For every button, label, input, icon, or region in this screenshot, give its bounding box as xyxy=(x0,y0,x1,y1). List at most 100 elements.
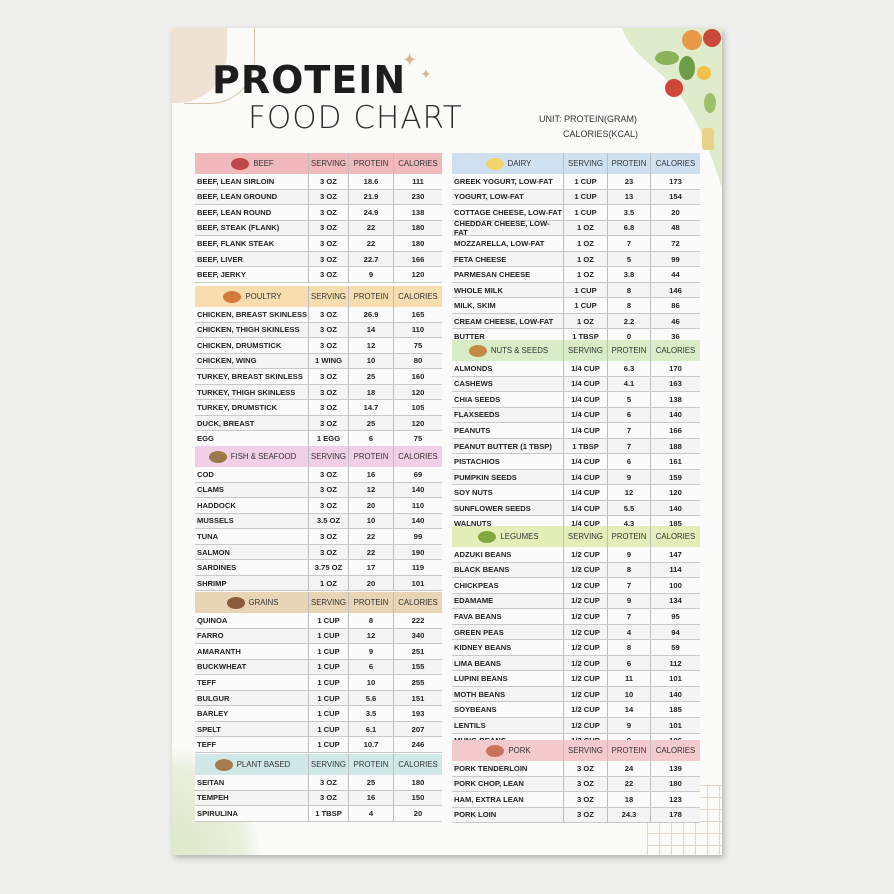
protein-cell: 22.7 xyxy=(348,251,393,267)
column-header-calories: CALORIES xyxy=(393,446,442,467)
food-name: QUINOA xyxy=(197,615,228,625)
food-name: CHICKEN, WING xyxy=(197,356,257,366)
table-row: PEANUT BUTTER (1 TBSP) 1 TBSP 7 188 xyxy=(452,438,700,455)
table-row: YOGURT, LOW-FAT 1 CUP 13 154 xyxy=(452,189,700,206)
calories-cell: 163 xyxy=(650,376,700,392)
calories-cell: 151 xyxy=(393,690,442,706)
table-header: LEGUMES SERVING PROTEIN CALORIES xyxy=(452,526,700,547)
calories-cell: 80 xyxy=(393,353,442,369)
calories-cell: 95 xyxy=(650,609,700,624)
food-name: FETA CHEESE xyxy=(454,254,507,264)
food-name: SPIRULINA xyxy=(197,808,238,818)
calories-cell: 86 xyxy=(650,298,700,313)
table-row: CHICKPEAS 1/2 CUP 7 100 xyxy=(452,578,700,594)
protein-cell: 6.1 xyxy=(348,721,393,737)
table-row: BEEF, JERKY 3 OZ 9 120 xyxy=(195,267,442,283)
section-name: BEEF xyxy=(253,159,274,168)
table-header: BEEF SERVING PROTEIN CALORIES xyxy=(195,153,442,174)
calories-cell: 173 xyxy=(650,174,700,189)
protein-cell: 5.5 xyxy=(607,500,650,516)
protein-cell: 24.9 xyxy=(348,205,393,220)
serving-cell: 1/2 CUP xyxy=(563,686,607,702)
protein-cell: 17 xyxy=(348,560,393,575)
calories-cell: 140 xyxy=(393,513,442,529)
column-header-protein: PROTEIN xyxy=(348,592,393,613)
calories-cell: 123 xyxy=(650,792,700,807)
table-row: FAVA BEANS 1/2 CUP 7 95 xyxy=(452,609,700,625)
protein-cell: 5 xyxy=(607,392,650,407)
serving-cell: 3.5 OZ xyxy=(308,513,348,529)
protein-cell: 11 xyxy=(607,671,650,686)
food-name: BEEF, FLANK STEAK xyxy=(197,238,275,248)
calories-cell: 94 xyxy=(650,624,700,640)
serving-cell: 3 OZ xyxy=(308,236,348,251)
protein-cell: 13 xyxy=(607,189,650,205)
calories-cell: 120 xyxy=(650,485,700,500)
table-row: TEFF 1 CUP 10 255 xyxy=(195,675,442,691)
food-name: CHIA SEEDS xyxy=(454,394,501,404)
bean-pods-icon xyxy=(478,530,497,543)
protein-cell: 9 xyxy=(348,267,393,282)
table-row: CHEDDAR CHEESE, LOW-FAT 1 OZ 6.8 48 xyxy=(452,219,700,237)
serving-cell: 1/2 CUP xyxy=(563,624,607,640)
protein-cell: 16 xyxy=(348,467,393,482)
serving-cell: 1/2 CUP xyxy=(563,609,607,624)
food-name: EDAMAME xyxy=(454,596,494,606)
protein-cell: 6 xyxy=(348,431,393,446)
roast-chicken-icon xyxy=(223,290,242,303)
serving-cell: 3 OZ xyxy=(308,307,348,322)
food-name: TURKEY, BREAST SKINLESS xyxy=(197,371,303,381)
calories-cell: 99 xyxy=(393,529,442,544)
serving-cell: 3 OZ xyxy=(308,384,348,400)
protein-cell: 26.9 xyxy=(348,307,393,322)
protein-cell: 8 xyxy=(607,640,650,655)
food-name: CASHEWS xyxy=(454,379,493,389)
table-row: CHICKEN, WING 1 WING 10 80 xyxy=(195,353,442,370)
serving-cell: 1 EGG xyxy=(308,431,348,446)
table-row: ADZUKI BEANS 1/2 CUP 9 147 xyxy=(452,547,700,563)
serving-cell: 1/2 CUP xyxy=(563,640,607,655)
table-row: PUMPKIN SEEDS 1/4 CUP 9 159 xyxy=(452,469,700,486)
column-header-calories: CALORIES xyxy=(393,286,442,307)
calories-cell: 120 xyxy=(393,267,442,282)
table-poultry: POULTRY SERVING PROTEIN CALORIES CHICKEN, BR… xyxy=(195,286,442,447)
food-name: PEANUTS xyxy=(454,425,491,435)
seafood-platter-icon xyxy=(208,450,227,463)
calories-cell: 246 xyxy=(393,737,442,752)
serving-cell: 3 OZ xyxy=(308,467,348,482)
protein-cell: 12 xyxy=(607,485,650,500)
food-name: PUMPKIN SEEDS xyxy=(454,472,517,482)
column-header-protein: PROTEIN xyxy=(348,446,393,467)
food-name: FLAXSEEDS xyxy=(454,410,500,420)
protein-cell: 3.5 xyxy=(607,205,650,220)
column-header-calories: CALORIES xyxy=(393,153,442,174)
table-row: MUSSELS 3.5 OZ 10 140 xyxy=(195,513,442,530)
food-name: TEFF xyxy=(197,740,216,750)
table-row: PORK LOIN 3 OZ 24.3 178 xyxy=(452,807,700,824)
table-header: NUTS & SEEDS SERVING PROTEIN CALORIES xyxy=(452,340,700,361)
calories-cell: 36 xyxy=(650,329,700,345)
table-header: FISH & SEAFOOD SERVING PROTEIN CALORIES xyxy=(195,446,442,467)
protein-cell: 10 xyxy=(348,675,393,690)
serving-cell: 3 OZ xyxy=(308,338,348,353)
serving-cell: 1 OZ xyxy=(563,313,607,329)
calories-cell: 180 xyxy=(393,220,442,236)
table-row: CHIA SEEDS 1/4 CUP 5 138 xyxy=(452,392,700,408)
calories-cell: 166 xyxy=(393,251,442,267)
protein-cell: 21.9 xyxy=(348,189,393,205)
protein-cell: 8 xyxy=(607,282,650,298)
serving-cell: 1/4 CUP xyxy=(563,392,607,407)
serving-cell: 3 OZ xyxy=(308,400,348,415)
food-name: HADDOCK xyxy=(197,500,236,510)
protein-cell: 8 xyxy=(607,298,650,313)
food-name: LUPINI BEANS xyxy=(454,674,508,684)
calories-cell: 101 xyxy=(393,575,442,591)
serving-cell: 3 OZ xyxy=(563,807,607,823)
column-header-serving: SERVING xyxy=(563,740,607,761)
serving-cell: 3 OZ xyxy=(563,792,607,807)
column-header-protein: PROTEIN xyxy=(607,740,650,761)
protein-cell: 2.2 xyxy=(607,313,650,329)
calories-cell: 188 xyxy=(650,438,700,454)
food-name: MOZZARELLA, LOW-FAT xyxy=(454,238,545,248)
table-row: FLAXSEEDS 1/4 CUP 6 140 xyxy=(452,407,700,424)
